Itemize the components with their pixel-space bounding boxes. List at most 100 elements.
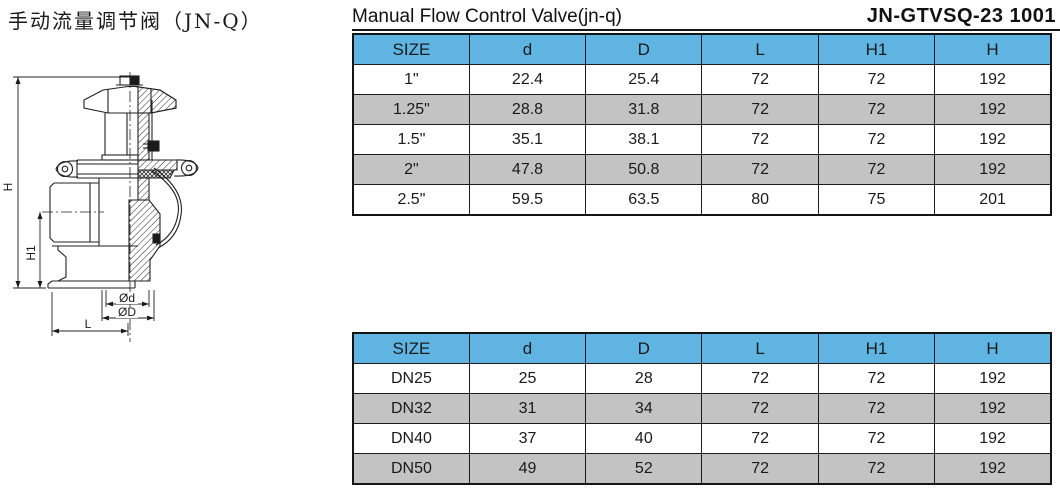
table-row: 2.5" 59.5 63.5 80 75 201 [352,184,1052,216]
column-header: SIZE [352,33,470,65]
table-cell: 72 [701,154,819,185]
header-row: SIZE d D L H1 H [352,332,1052,364]
table-row: DN40 37 40 72 72 192 [352,423,1052,454]
table-cell: 31 [468,393,587,424]
diaphragm-dome [153,167,183,249]
title-chinese: 手动流量调节阀（JN-Q） [8,9,263,33]
column-header: d [468,332,587,364]
table-cell: 31.8 [585,94,703,125]
column-header: SIZE [352,332,470,364]
table-cell: 192 [934,124,1052,155]
seal [152,233,161,244]
table-cell: 72 [817,423,936,454]
table-cell: 34 [585,393,703,424]
table-row: DN25 25 28 72 72 192 [352,363,1052,394]
table-cell: 72 [817,393,936,424]
table-cell: 72 [701,363,819,394]
table-cell: DN25 [352,363,470,394]
dn-size-table: SIZE d D L H1 H DN25 25 28 72 72 192 DN32 31 34 72 72 19… [352,332,1052,485]
header-row: SIZE d D L H1 H [352,33,1052,65]
column-header: L [701,33,819,65]
column-header: H [934,332,1052,364]
table-cell: 1" [352,64,470,95]
table-cell: 50.8 [585,154,703,185]
table-cell: 72 [701,453,819,485]
table-cell: 72 [701,94,819,125]
table-cell: DN40 [352,423,470,454]
dimension-labels: H H1 Ød ØD L [2,183,138,331]
column-header: d [468,33,587,65]
table-cell: 201 [934,184,1052,216]
table-cell: 72 [817,453,936,485]
table-cell: 47.8 [468,154,587,185]
column-header: D [585,332,703,364]
table-cell: 49 [468,453,587,485]
clamp-band [55,159,199,179]
column-header: H1 [817,33,936,65]
column-header: H [934,33,1052,65]
table-cell: 22.4 [468,64,587,95]
table-cell: 59.5 [468,184,587,216]
hand-knob [83,85,177,114]
table-cell: 192 [934,94,1052,125]
table-cell: DN50 [352,453,470,485]
table-cell: 28.8 [468,94,587,125]
dimension-arrows [15,77,154,334]
table-cell: 72 [817,124,936,155]
table-row: 2" 47.8 50.8 72 72 192 [352,154,1052,185]
table-cell: 63.5 [585,184,703,216]
side-screw [147,140,160,152]
dim-label-d-outer: ØD [118,305,136,319]
left-eye-bolt [56,160,74,178]
table-cell: 72 [817,64,936,95]
column-header: H1 [817,332,936,364]
table-cell: 1.5" [352,124,470,155]
table-row: 1" 22.4 25.4 72 72 192 [352,64,1052,95]
column-header: D [585,33,703,65]
part-number: JN-GTVSQ-23 1001 [866,5,1056,27]
table-cell: 72 [701,64,819,95]
right-lug [173,159,199,177]
table-cell: 192 [934,363,1052,394]
table-cell: 192 [934,154,1052,185]
table-cell: 192 [934,393,1052,424]
right-eye-bolt [180,159,198,177]
dim-label-l: L [85,317,92,331]
table-cell: 192 [934,423,1052,454]
table-cell: 72 [701,423,819,454]
table-row: 1.25" 28.8 31.8 72 72 192 [352,94,1052,125]
table-cell: 40 [585,423,703,454]
table-cell: 192 [934,64,1052,95]
knurled-cap [116,75,143,86]
table-cell: 52 [585,453,703,485]
column-header: L [701,332,819,364]
table-cell: 72 [701,124,819,155]
table-cell: DN32 [352,393,470,424]
valve-body [47,167,183,289]
table-cell: 72 [701,393,819,424]
table-row: DN32 31 34 72 72 192 [352,393,1052,424]
valve-geometry [13,72,199,342]
table-cell: 80 [701,184,819,216]
table-cell: 2" [352,154,470,185]
valve-cross-section-drawing: H H1 Ød ØD L [2,72,199,342]
dim-label-h1: H1 [24,245,38,261]
inch-size-table: SIZE d D L H1 H 1" 22.4 25.4 72 72 192 1.25" 28.8 31.… [352,33,1052,216]
title-english: Manual Flow Control Valve(jn-q) [352,6,622,27]
table-row: DN50 49 52 72 72 192 [352,453,1052,485]
table-cell: 38.1 [585,124,703,155]
table-cell: 192 [934,453,1052,485]
table-cell: 72 [817,154,936,185]
table-cell: 35.1 [468,124,587,155]
table-row: 1.5" 35.1 38.1 72 72 192 [352,124,1052,155]
table-cell: 72 [817,94,936,125]
table-cell: 25.4 [585,64,703,95]
left-lug [55,160,79,178]
table-cell: 75 [817,184,936,216]
dim-label-h: H [2,183,15,192]
table-cell: 25 [468,363,587,394]
table-cell: 1.25" [352,94,470,125]
dim-label-d-inner: Ød [119,291,135,305]
table-cell: 2.5" [352,184,470,216]
